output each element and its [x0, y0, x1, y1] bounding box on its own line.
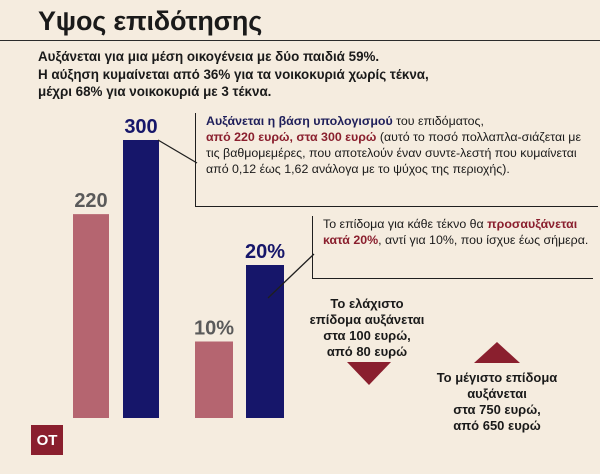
arrow-up-icon — [474, 342, 520, 363]
logo: ΟΤ — [31, 425, 63, 455]
intro-text: Αυξάνεται για μια μέση οικογένεια με δύο… — [38, 48, 578, 101]
base-note-text-a: του επιδόματος, — [392, 114, 484, 128]
base-bar-label-1: 220 — [74, 190, 107, 212]
child-note-text-a: Το επίδομα για κάθε τέκνο θα — [323, 217, 488, 231]
base-amount-bars: 220 300 — [73, 116, 159, 418]
base-note-amounts: από 220 ευρώ, στα 300 ευρώ — [206, 130, 377, 144]
max-allowance-note: Το μέγιστο επίδομα αυξάνεται στα 750 ευρ… — [426, 370, 568, 434]
max-note-line-3: στα 750 ευρώ, — [453, 402, 541, 417]
child-bar-2 — [246, 265, 284, 418]
min-allowance-note: Το ελάχιστο επίδομα αυξάνεται στα 100 ευ… — [296, 296, 438, 360]
base-bar-2 — [123, 140, 159, 418]
child-bar-label-2: 20% — [245, 241, 285, 263]
child-bar-1 — [195, 341, 233, 418]
arrow-down-icon — [347, 362, 391, 385]
base-bar-1 — [73, 214, 109, 418]
base-note-box: Αυξάνεται η βάση υπολογισμού του επιδόμα… — [195, 113, 598, 207]
min-note-line-1: Το ελάχιστο — [330, 296, 404, 311]
max-note-line-1: Το μέγιστο επίδομα — [436, 370, 558, 385]
connector-line-1 — [157, 139, 198, 164]
intro-line-3: μέχρι 68% για νοικοκυριά με 3 τέκνα. — [38, 84, 272, 99]
base-note-highlight: Αυξάνεται η βάση υπολογισμού — [206, 114, 393, 128]
page-title: Υψος επιδότησης — [38, 6, 263, 36]
min-note-line-3: στα 100 ευρώ, — [323, 328, 411, 343]
child-note-text-b: , αντί για 10%, που ίσχυε έως σήμερα. — [378, 233, 589, 247]
intro-line-1: Αυξάνεται για μια μέση οικογένεια με δύο… — [38, 49, 380, 64]
intro-line-2: Η αύξηση κυμαίνεται από 36% για τα νοικο… — [38, 66, 429, 82]
child-increase-bars: 10% 20% — [194, 241, 285, 418]
max-note-line-4: από 650 ευρώ — [453, 418, 541, 433]
min-note-line-2: επίδομα αυξάνεται — [309, 312, 425, 327]
min-note-line-4: από 80 ευρώ — [326, 344, 408, 359]
base-note-text-b: (αυτό το ποσό πολλαπλα-σιάζεται με τις β… — [206, 130, 581, 176]
max-note-line-2: αυξάνεται — [467, 386, 527, 401]
title-divider — [0, 40, 600, 41]
child-bar-label-1: 10% — [194, 318, 234, 340]
connector-line-2 — [267, 253, 315, 299]
child-note-highlight: προσαυξάνεται κατά 20% — [323, 217, 578, 247]
child-note-box: Το επίδομα για κάθε τέκνο θα προσαυξάνετ… — [312, 216, 593, 279]
base-bar-label-2: 300 — [124, 116, 157, 138]
